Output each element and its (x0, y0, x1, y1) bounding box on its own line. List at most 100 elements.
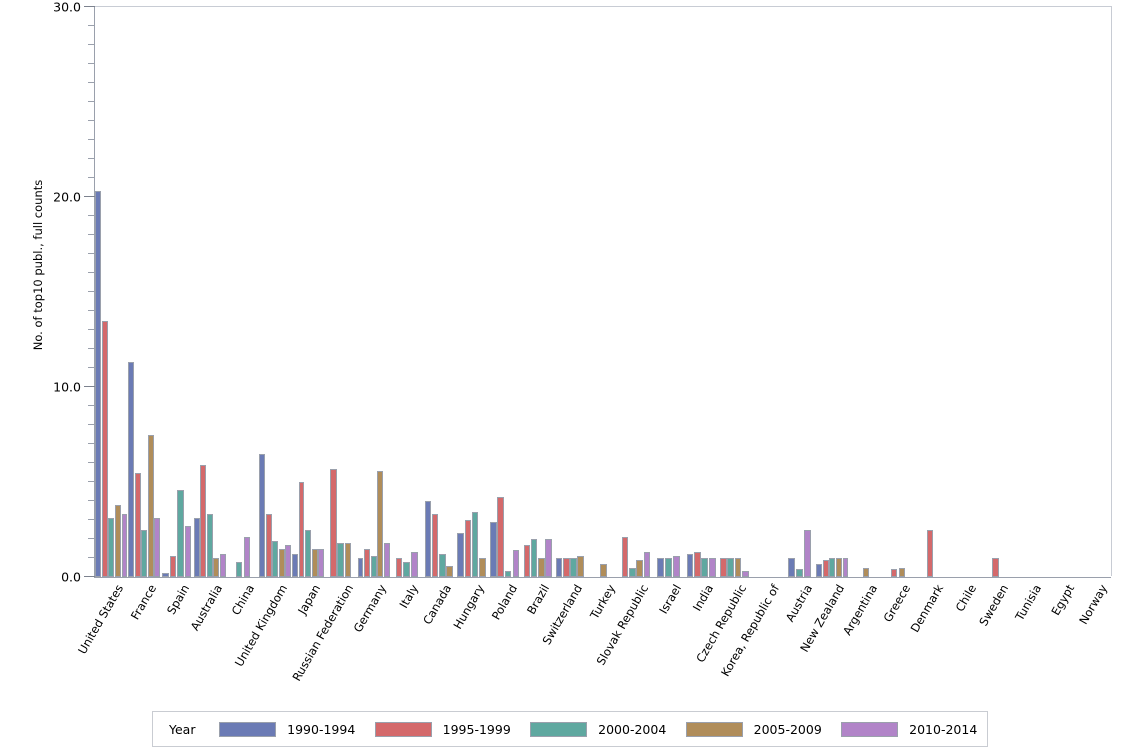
bar[interactable] (742, 571, 749, 577)
bar[interactable] (734, 558, 742, 577)
bar[interactable] (121, 514, 128, 577)
bar[interactable] (822, 559, 829, 577)
legend-item[interactable]: 2010-2014 (841, 721, 977, 737)
bar[interactable] (890, 569, 898, 577)
bar[interactable] (357, 558, 364, 577)
bar[interactable] (147, 434, 154, 577)
legend-item[interactable]: 1995-1999 (374, 721, 511, 737)
bar[interactable] (538, 558, 545, 577)
bar[interactable] (265, 514, 272, 577)
bar[interactable] (701, 558, 708, 577)
bar[interactable] (141, 529, 148, 577)
bar[interactable] (235, 561, 243, 577)
bar[interactable] (134, 472, 141, 577)
bar[interactable] (169, 556, 177, 577)
bar[interactable] (424, 501, 432, 577)
bar[interactable] (162, 573, 169, 577)
bar[interactable] (471, 512, 479, 577)
bar[interactable] (862, 567, 870, 577)
bar[interactable] (643, 552, 651, 577)
bar[interactable] (816, 563, 823, 577)
bar[interactable] (305, 529, 311, 577)
bar[interactable] (272, 540, 279, 577)
bar[interactable] (629, 567, 636, 577)
bar[interactable] (344, 542, 352, 577)
bar[interactable] (128, 362, 134, 577)
bar[interactable] (636, 559, 644, 577)
bar[interactable] (479, 558, 486, 577)
bar-group (718, 7, 751, 577)
bar[interactable] (512, 550, 520, 577)
bar[interactable] (176, 489, 184, 577)
bar[interactable] (311, 548, 318, 577)
bar[interactable] (439, 554, 446, 577)
bar[interactable] (383, 542, 390, 577)
bar[interactable] (665, 558, 672, 577)
bar[interactable] (804, 529, 811, 577)
bar[interactable] (545, 539, 552, 577)
bar[interactable] (278, 548, 285, 577)
bar[interactable] (709, 558, 716, 577)
bar[interactable] (259, 453, 266, 577)
bar[interactable] (720, 558, 727, 577)
bar[interactable] (577, 556, 585, 577)
bar[interactable] (497, 497, 504, 577)
bar[interactable] (364, 548, 370, 577)
bar[interactable] (446, 565, 453, 577)
bar[interactable] (108, 518, 115, 577)
bar[interactable] (184, 525, 192, 577)
bar[interactable] (318, 548, 325, 577)
bar[interactable] (292, 554, 298, 577)
bar[interactable] (600, 563, 607, 577)
bar[interactable] (842, 558, 849, 577)
bar[interactable] (115, 504, 121, 577)
bar[interactable] (836, 558, 842, 577)
bar[interactable] (285, 544, 292, 577)
bar[interactable] (403, 561, 410, 577)
bar[interactable] (992, 558, 999, 577)
bar[interactable] (243, 537, 251, 577)
bar[interactable] (829, 558, 836, 577)
bar[interactable] (193, 518, 200, 577)
y-axis-minor-tick (88, 24, 95, 26)
bar[interactable] (570, 558, 577, 577)
bar[interactable] (101, 320, 108, 577)
bar[interactable] (377, 470, 384, 577)
bar[interactable] (504, 571, 512, 577)
bar[interactable] (727, 558, 735, 577)
bar[interactable] (298, 482, 305, 577)
legend-item[interactable]: 1990-1994 (219, 721, 355, 737)
bar[interactable] (562, 558, 570, 577)
bar[interactable] (395, 558, 403, 577)
bar[interactable] (621, 537, 629, 577)
x-axis-tick-label-text: Israel (655, 582, 684, 617)
bar[interactable] (694, 552, 701, 577)
bar[interactable] (898, 567, 906, 577)
bar[interactable] (200, 464, 207, 577)
bar[interactable] (788, 558, 795, 577)
legend-item[interactable]: 2000-2004 (530, 721, 666, 737)
bar[interactable] (796, 569, 803, 577)
bar[interactable] (673, 556, 680, 577)
bar[interactable] (457, 533, 464, 577)
bar[interactable] (431, 514, 439, 577)
x-axis-tick-label-text: Chile (952, 582, 979, 614)
bar[interactable] (213, 558, 220, 577)
bar[interactable] (926, 529, 934, 577)
bar[interactable] (657, 558, 664, 577)
bar[interactable] (154, 518, 161, 577)
bar[interactable] (490, 521, 497, 577)
legend-item[interactable]: 2005-2009 (685, 721, 822, 737)
bar[interactable] (337, 542, 345, 577)
bar[interactable] (530, 539, 538, 577)
bar[interactable] (555, 558, 563, 577)
bar[interactable] (330, 468, 337, 577)
bar[interactable] (686, 554, 694, 577)
bar[interactable] (411, 552, 418, 577)
bar[interactable] (370, 556, 377, 577)
bar[interactable] (464, 520, 472, 577)
bar[interactable] (206, 514, 213, 577)
bar[interactable] (219, 554, 226, 577)
bar[interactable] (523, 544, 531, 577)
bar[interactable] (95, 191, 102, 577)
